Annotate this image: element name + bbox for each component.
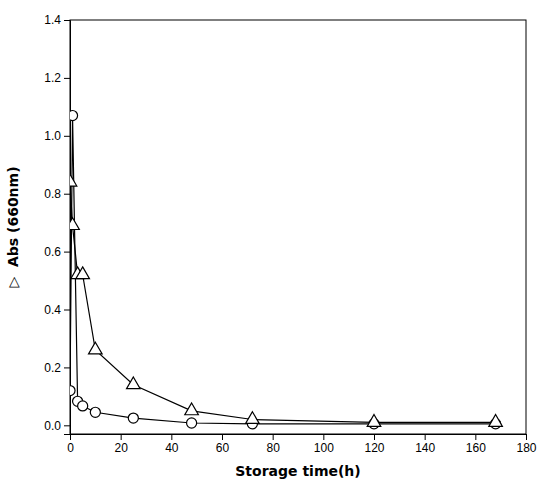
tick-mark [64,20,70,21]
tick-label: 1.4 [44,13,61,27]
tick-mark [64,310,70,311]
marker [128,413,138,423]
tick-label: 80 [266,441,280,455]
tick-mark [425,434,426,440]
marker [246,412,260,424]
tick: 0.6 [44,245,70,259]
tick: 100 [314,434,334,455]
series [70,110,501,428]
tick-mark [64,425,70,426]
y-axis-title: ▷ Abs (660nm) [5,166,21,287]
axis-line [64,21,71,435]
tick-mark [475,434,476,440]
series-line [70,116,496,424]
marker [187,418,197,428]
marker [90,407,100,417]
tick: 180 [516,434,536,455]
tick-label: 160 [466,441,486,455]
x-axis: 0 20 40 60 80 100 120 140 160 180 [67,434,537,455]
tick: 80 [266,434,280,455]
tick-label: 1.2 [44,71,61,85]
tick-label: 0.8 [44,187,61,201]
marker [489,415,503,427]
plot: 0 20 40 60 80 100 120 140 160 180 0.0 0.2 0.4 0.6 0.8 1… [44,13,537,454]
x-axis-title: Storage time(h) [235,463,360,479]
tick-mark [64,78,70,79]
tick-label: 1.0 [44,129,61,143]
tick: 0.4 [44,303,70,317]
tick-mark [273,434,274,440]
chart: 0 20 40 60 80 100 120 140 160 180 0.0 0.2 0.4 0.6 0.8 1… [0,0,550,490]
tick-label: 180 [516,441,536,455]
tick-label: 0.2 [44,361,61,375]
marker [70,218,79,230]
tick-label: 0.0 [44,419,61,433]
tick: 0.2 [44,361,70,375]
tick-label: 100 [314,441,334,455]
tick-label: 0.6 [44,245,61,259]
marker [76,267,90,279]
tick-mark [64,136,70,137]
tick-label: 0 [67,441,74,455]
tick-label: 120 [364,441,384,455]
tick: 0.0 [44,419,70,433]
marker [367,415,381,427]
tick: 160 [466,434,486,455]
marker [70,386,75,396]
tick-label: 20 [114,441,128,455]
tick: 20 [114,434,128,455]
tick: 40 [165,434,179,455]
axis-line [71,435,527,441]
tick-label: 140 [415,441,435,455]
marker [127,377,141,389]
tick-mark [374,434,375,440]
y-axis: 0.0 0.2 0.4 0.6 0.8 1.0 1.2 1.4 [44,13,70,434]
marker [185,403,199,415]
tick-mark [64,367,70,368]
marker [89,342,103,354]
tick: 120 [364,434,384,455]
tick-mark [64,252,70,253]
tick-mark [171,434,172,440]
tick: 1.2 [44,71,70,85]
tick: 0.8 [44,187,70,201]
tick: 0 [67,434,74,455]
tick-label: 40 [165,441,179,455]
series [70,174,502,426]
marker [70,110,78,120]
marker [70,174,77,186]
tick: 1.0 [44,129,70,143]
plot-frame [70,20,526,434]
tick-mark [222,434,223,440]
tick-mark [323,434,324,440]
tick-mark [526,434,527,440]
tick: 1.4 [44,13,70,27]
tick: 140 [415,434,435,455]
tick-mark [121,434,122,440]
tick-mark [64,194,70,195]
series-line [70,182,496,422]
tick-label: 60 [216,441,230,455]
marker [78,401,88,411]
tick: 60 [216,434,230,455]
marks [70,110,502,428]
tick-label: 0.4 [44,303,61,317]
